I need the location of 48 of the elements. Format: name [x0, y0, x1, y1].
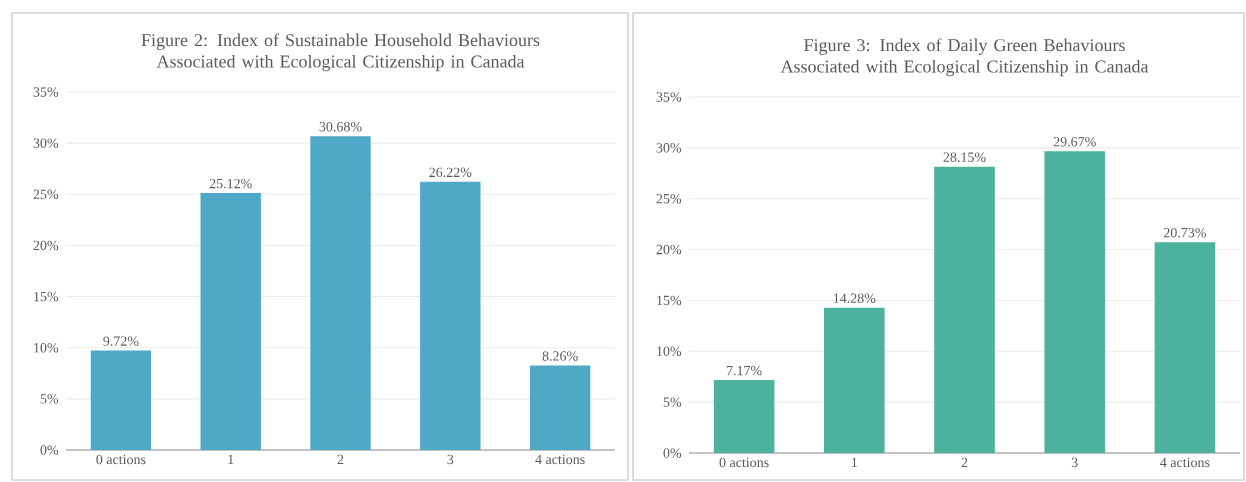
y-tick-label: 30% — [656, 143, 682, 153]
y-tick-label: 10% — [34, 342, 59, 353]
data-label: 8.26% — [542, 351, 578, 361]
x-tick-label: 3 — [1071, 457, 1078, 468]
y-tick-label: 35% — [656, 92, 682, 102]
x-tick-label: 0 actions — [96, 454, 146, 465]
y-tick-label: 0% — [40, 445, 59, 455]
data-label: 20.73% — [1163, 227, 1206, 238]
bar — [529, 365, 591, 450]
data-label: 25.12% — [209, 178, 252, 189]
data-label: 26.22% — [429, 167, 472, 178]
data-label: 30.68% — [319, 121, 362, 132]
data-label: 29.67% — [1053, 137, 1096, 147]
y-tick-label: 5% — [663, 397, 682, 407]
x-tick-label: 2 — [337, 454, 344, 464]
bar — [420, 181, 481, 450]
bar — [90, 350, 152, 450]
y-tick-label: 5% — [40, 394, 59, 404]
data-label: 9.72% — [103, 336, 139, 346]
x-tick-label: 4 actions — [1160, 457, 1210, 468]
data-label: 28.15% — [943, 152, 986, 162]
bar — [934, 166, 995, 453]
y-tick-label: 10% — [657, 346, 682, 357]
y-tick-label: 25% — [656, 193, 682, 204]
bar — [1044, 151, 1106, 453]
y-tick-label: 15% — [34, 291, 59, 302]
y-tick-label: 0% — [663, 448, 682, 458]
x-tick-label: 1 — [852, 457, 857, 467]
y-tick-label: 25% — [33, 189, 59, 200]
y-tick-label: 35% — [33, 87, 59, 97]
bar — [1154, 242, 1216, 453]
y-tick-label: 20% — [33, 240, 59, 251]
y-tick-label: 15% — [657, 295, 682, 306]
bar — [824, 307, 885, 453]
x-tick-label: 3 — [447, 454, 454, 465]
bar — [713, 380, 775, 453]
y-tick-label: 20% — [656, 244, 682, 255]
chart-title: Figure 3: Index of Daily Green Behaviours Associated with Ecological Citizenship in Canada — [780, 38, 1149, 77]
bar — [310, 136, 371, 450]
x-tick-label: 4 actions — [535, 454, 585, 465]
bar — [200, 193, 261, 450]
data-label: 7.17% — [726, 365, 762, 376]
chart-title: Figure 2: Index of Sustainable Household Behaviours Associated with Ecological Citizenship in Canada — [141, 33, 540, 72]
x-tick-label: 0 actions — [719, 457, 769, 468]
x-tick-label: 1 — [228, 454, 234, 464]
y-tick-label: 30% — [33, 138, 59, 148]
x-tick-label: 2 — [961, 457, 968, 467]
data-label: 14.28% — [833, 293, 876, 304]
